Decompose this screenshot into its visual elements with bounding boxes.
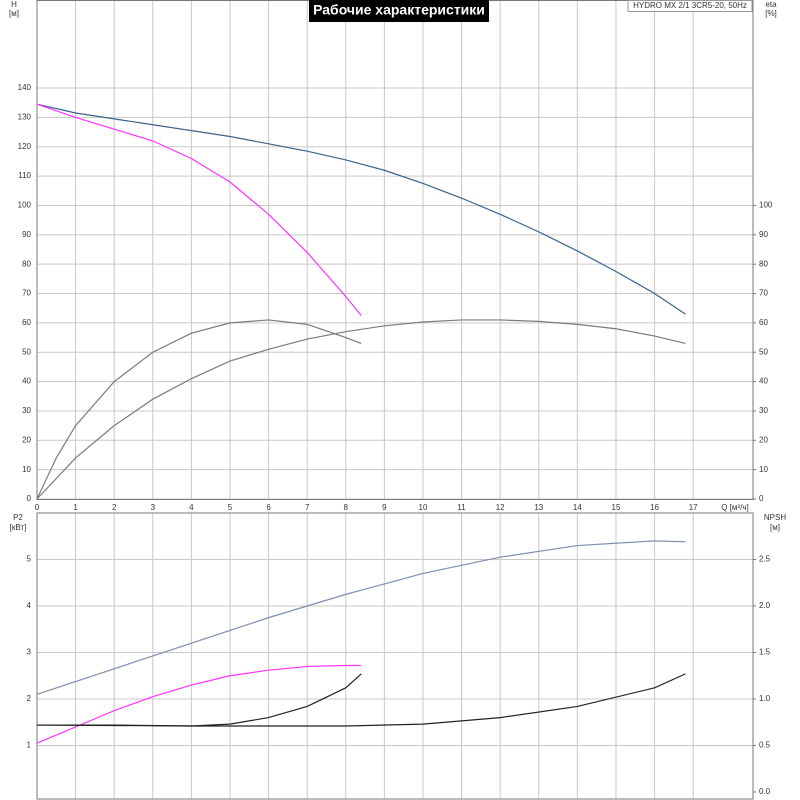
curve — [36, 103, 362, 316]
y2-tick-label: 80 — [759, 259, 768, 268]
y-unit: [кВт] — [10, 523, 27, 532]
y2-tick-label: 70 — [759, 289, 768, 298]
curve — [36, 319, 362, 500]
curve — [36, 319, 686, 500]
x-tick-label: 12 — [496, 503, 505, 512]
y2-tick-label: 1.0 — [759, 694, 771, 703]
y-tick-label: 100 — [18, 201, 32, 210]
curve — [36, 540, 686, 695]
y-tick-label: 30 — [22, 406, 31, 415]
y2-tick-label: 40 — [759, 377, 768, 386]
y-tick-label: 90 — [22, 230, 31, 239]
x-tick-label: 9 — [382, 503, 387, 512]
curve — [36, 664, 362, 744]
title-box — [309, 0, 489, 22]
y-tick-label: 2 — [27, 694, 32, 703]
y-tick-label: 4 — [27, 601, 32, 610]
y-tick-label: 5 — [27, 555, 32, 564]
x-label: Q [м³/ч] — [721, 503, 748, 512]
y2-label: eta — [765, 0, 777, 9]
y-tick-label: 80 — [22, 259, 31, 268]
y-tick-label: 70 — [22, 289, 31, 298]
y2-tick-label: 100 — [759, 201, 773, 210]
top-frame — [36, 0, 754, 500]
x-tick-label: 3 — [151, 503, 156, 512]
x-tick-label: 8 — [344, 503, 349, 512]
x-tick-label: 0 — [35, 503, 40, 512]
x-tick-label: 4 — [189, 503, 194, 512]
y-tick-label: 3 — [27, 648, 32, 657]
y-tick-label: 110 — [18, 171, 31, 180]
y-tick-label: 130 — [18, 113, 32, 122]
y2-tick-label: 30 — [759, 406, 768, 415]
y-tick-label: 60 — [22, 318, 31, 327]
curve — [36, 103, 686, 315]
y2-tick-label: 90 — [759, 230, 768, 239]
y-tick-label: 0 — [27, 494, 32, 503]
y-label: H — [11, 0, 17, 9]
y2-unit: [м] — [770, 523, 780, 532]
curve — [37, 673, 362, 727]
y-tick-label: 20 — [22, 435, 31, 444]
chart-title: Рабочие характеристики — [313, 2, 485, 18]
y2-tick-label: 0.0 — [759, 787, 771, 796]
x-tick-label: 1 — [73, 503, 78, 512]
x-tick-label: 11 — [457, 503, 466, 512]
annotation: HYDRO MX 2/1 3CR5-20, 50Hz — [633, 1, 747, 10]
x-tick-label: 2 — [112, 503, 117, 512]
y-label: P2 — [13, 513, 23, 522]
x-tick-label: 13 — [534, 503, 543, 512]
curve — [36, 673, 686, 727]
y-tick-label: 140 — [18, 83, 32, 92]
y-tick-label: 50 — [22, 347, 31, 356]
y-tick-label: 1 — [27, 741, 32, 750]
y2-tick-label: 20 — [759, 435, 768, 444]
y-tick-label: 120 — [18, 142, 32, 151]
x-tick-label: 14 — [573, 503, 582, 512]
y2-tick-label: 0 — [759, 494, 764, 503]
y2-tick-label: 1.5 — [759, 648, 771, 657]
x-tick-label: 5 — [228, 503, 233, 512]
x-tick-label: 6 — [266, 503, 271, 512]
y2-tick-label: 10 — [759, 465, 768, 474]
x-tick-label: 7 — [305, 503, 310, 512]
x-tick-label: 10 — [419, 503, 428, 512]
x-tick-label: 16 — [650, 503, 659, 512]
x-tick-label: 17 — [689, 503, 698, 512]
y2-tick-label: 60 — [759, 318, 768, 327]
y2-tick-label: 2.0 — [759, 601, 771, 610]
y-tick-label: 40 — [22, 377, 31, 386]
y2-label: NPSH — [764, 513, 786, 522]
y-tick-label: 10 — [22, 465, 31, 474]
bottom-frame — [36, 512, 754, 800]
y2-tick-label: 2.5 — [759, 555, 771, 564]
y2-tick-label: 0.5 — [759, 741, 771, 750]
y2-unit: [%] — [765, 9, 777, 18]
y-unit: [м] — [9, 9, 19, 18]
annotation-box — [627, 0, 753, 12]
y2-tick-label: 50 — [759, 347, 768, 356]
x-tick-label: 15 — [612, 503, 621, 512]
